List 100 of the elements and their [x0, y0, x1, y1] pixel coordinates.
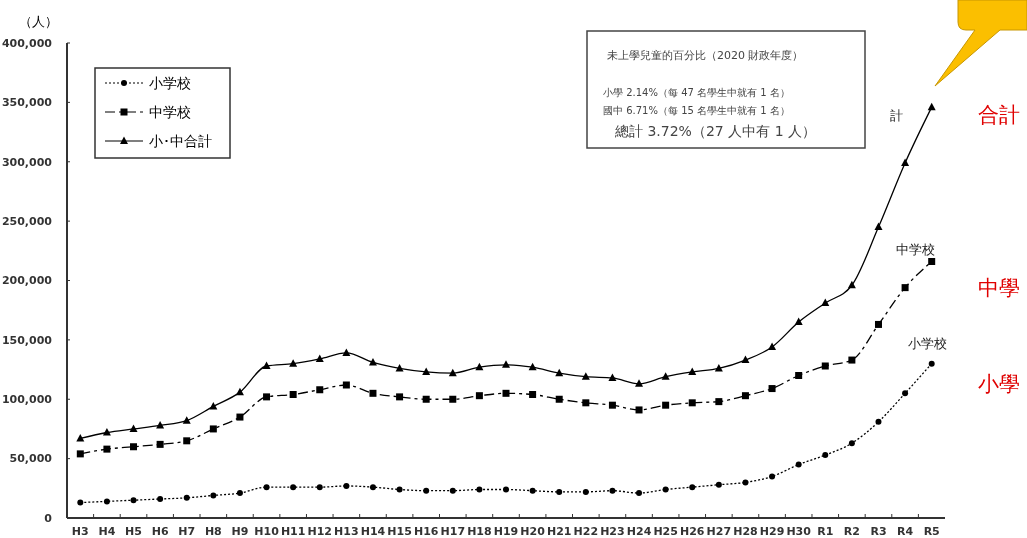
- point: [449, 395, 457, 403]
- annotation: 小學: [977, 371, 1020, 396]
- point: [502, 389, 510, 397]
- point: [183, 437, 191, 445]
- point: [529, 391, 537, 398]
- annotation: 總計 3.72%（27 人中有 1 人）: [614, 122, 816, 139]
- point: [555, 368, 564, 377]
- point: [635, 379, 644, 387]
- point: [795, 372, 803, 379]
- x-tick-label: H14: [360, 525, 386, 538]
- x-tick-label: H13: [334, 525, 359, 538]
- annotation: 合計: [977, 103, 1020, 128]
- x-tick-label: R3: [870, 525, 887, 538]
- point: [342, 348, 351, 356]
- y-tick-label: 0: [44, 511, 53, 525]
- point: [103, 445, 111, 453]
- point: [290, 484, 297, 491]
- x-tick-label: H11: [280, 525, 306, 538]
- x-tick-label: H28: [733, 525, 758, 538]
- point: [821, 298, 830, 307]
- point: [422, 395, 430, 403]
- y-tick-label: 200,000: [1, 274, 53, 288]
- point: [794, 317, 803, 326]
- point: [528, 362, 537, 371]
- point: [927, 102, 936, 111]
- point: [689, 484, 696, 491]
- y-tick-label: 250,000: [1, 214, 53, 228]
- point: [103, 498, 110, 505]
- point: [503, 486, 509, 493]
- point: [263, 484, 270, 491]
- point: [77, 499, 84, 506]
- x-tick-label: R4: [897, 525, 914, 538]
- point: [795, 461, 802, 468]
- x-tick-label: H10: [254, 525, 280, 538]
- point: [741, 392, 749, 400]
- point: [636, 490, 643, 497]
- point: [396, 393, 404, 401]
- x-tick-label: H6: [151, 525, 169, 538]
- point: [741, 355, 750, 364]
- point: [342, 381, 350, 389]
- point: [449, 487, 456, 494]
- point: [901, 158, 910, 166]
- point: [263, 393, 271, 401]
- annotation: 未上學兒童的百分比（2020 財政年度）: [607, 48, 804, 62]
- y-tick-label: 300,000: [1, 155, 53, 169]
- x-tick-label: H20: [520, 525, 546, 538]
- point: [502, 360, 510, 368]
- point: [396, 486, 403, 493]
- point: [742, 479, 749, 486]
- x-tick-label: H17: [440, 525, 466, 538]
- point: [209, 425, 217, 433]
- point: [715, 398, 723, 406]
- annotation: 計: [890, 107, 904, 123]
- point: [76, 450, 84, 458]
- point: [422, 367, 431, 375]
- y-tick-label: 400,000: [1, 36, 53, 50]
- point: [182, 416, 191, 424]
- point: [236, 490, 243, 497]
- point: [369, 484, 376, 491]
- y-tick-label: 150,000: [1, 333, 53, 347]
- point: [343, 482, 350, 489]
- point: [316, 386, 324, 394]
- point: [475, 392, 483, 400]
- point: [369, 389, 377, 397]
- point: [662, 486, 669, 493]
- point: [662, 401, 670, 409]
- legend-label: 中学校: [149, 103, 191, 120]
- point: [315, 354, 324, 362]
- x-tick-label: R5: [923, 525, 940, 538]
- x-tick-label: H24: [626, 525, 652, 538]
- point: [688, 367, 697, 375]
- point: [609, 487, 616, 494]
- x-tick-label: H19: [493, 525, 519, 538]
- x-tick-label: H29: [759, 525, 785, 538]
- point: [555, 395, 563, 403]
- x-tick-label: H3: [71, 525, 89, 538]
- point: [901, 284, 909, 292]
- x-tick-label: H12: [307, 525, 333, 538]
- point: [475, 362, 484, 371]
- point: [76, 433, 85, 442]
- point: [874, 222, 883, 231]
- point: [928, 360, 935, 367]
- legend-label: 小･中合計: [149, 132, 212, 149]
- point: [847, 280, 856, 289]
- point: [848, 440, 855, 447]
- y-axis-title: （人）: [18, 14, 58, 29]
- point: [448, 368, 457, 377]
- point: [235, 387, 244, 396]
- point: [102, 428, 111, 436]
- point: [156, 440, 164, 448]
- point: [129, 424, 138, 432]
- point: [236, 413, 244, 421]
- point: [289, 391, 297, 398]
- point: [556, 488, 563, 495]
- point: [156, 420, 165, 429]
- point: [769, 473, 776, 480]
- point: [608, 373, 617, 381]
- x-tick-label: H22: [573, 525, 599, 538]
- x-tick-label: H30: [786, 525, 812, 538]
- x-tick-label: H25: [653, 525, 678, 538]
